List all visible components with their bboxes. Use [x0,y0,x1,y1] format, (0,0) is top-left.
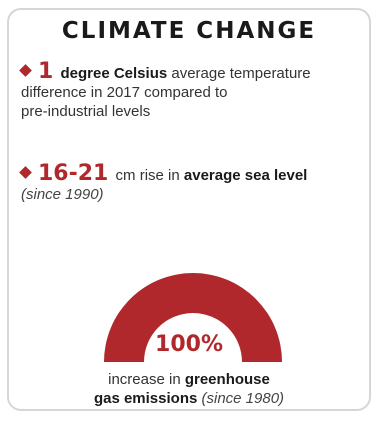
gauge-caption-bold-1: greenhouse [184,371,270,388]
sea-level-bold: average sea level [183,167,308,184]
diamond-bullet-icon [19,166,32,179]
gauge-caption-bold-2: gas emissions [93,390,198,407]
gauge-value: 100% [155,332,223,357]
temperature-fact: 1 degree Celsius average temperature dif… [19,59,367,121]
gauge-caption-note: (since 1980) [201,390,285,407]
infographic-title: CLIMATE CHANGE [61,18,317,44]
gauge-caption-text: increase in [108,371,181,388]
temperature-text: average temperature [171,65,311,82]
sea-level-fact-line-1: 16-21 cm rise in average sea level [19,161,367,186]
sea-level-note: (since 1990) [21,186,104,203]
gauge-caption: increase in greenhouse gas emissions (si… [9,370,369,408]
sea-level-text: cm rise in [115,167,180,184]
emissions-gauge [104,273,282,362]
gauge-caption-line-1: increase in greenhouse [9,370,369,389]
temperature-fact-line-3: pre-industrial levels [21,103,151,120]
temperature-value: 1 [38,59,54,84]
sea-level-value: 16-21 [38,161,109,186]
infographic-card: CLIMATE CHANGE 1 degree Celsius average … [7,8,371,411]
temperature-fact-line-1: 1 degree Celsius average temperature [19,59,367,84]
diamond-bullet-icon [19,64,32,77]
gauge-fill [104,273,282,362]
sea-level-fact: 16-21 cm rise in average sea level (sinc… [19,161,367,204]
temperature-unit: degree Celsius [60,65,168,82]
temperature-fact-line-2: difference in 2017 compared to [21,84,228,101]
gauge-caption-line-2: gas emissions (since 1980) [9,389,369,408]
